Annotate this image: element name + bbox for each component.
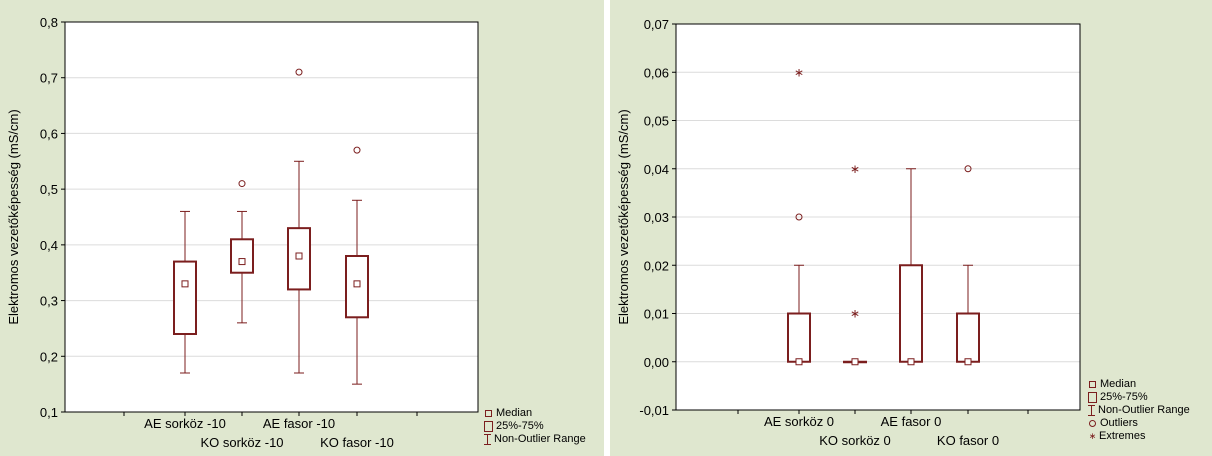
x-tick-label: AE fasor 0 <box>881 414 942 429</box>
outlier-icon <box>1089 419 1096 427</box>
y-axis-label: Elektromos vezetőképesség (mS/cm) <box>6 109 21 324</box>
y-tick-label: 0,00 <box>644 355 669 370</box>
legend-item: Non-Outlier Range <box>484 433 586 446</box>
legend-item: ∗ Extremes <box>1088 430 1190 443</box>
y-tick-label: 0,7 <box>40 71 58 86</box>
x-tick-label: KO sorköz 0 <box>819 433 891 448</box>
median-marker <box>295 252 303 260</box>
legend-label: Non-Outlier Range <box>494 433 586 445</box>
median-icon <box>485 409 492 417</box>
iqr-box <box>956 312 980 363</box>
plot-frame <box>64 21 479 413</box>
y-tick-label: 0,05 <box>644 114 669 129</box>
iqr-box <box>230 238 254 274</box>
chart-left-svg: 0,1 0,2 0,3 0,4 0,5 0,6 0,7 0,8 AE sorköz -10 KO … <box>6 15 479 450</box>
legend-item: Median <box>484 407 586 420</box>
whisker-icon <box>484 433 491 445</box>
legend-label: Median <box>496 407 533 419</box>
legend-label: Outliers <box>1100 417 1138 429</box>
legend-label: 25%-75% <box>1100 391 1148 403</box>
plot-area <box>65 22 478 412</box>
y-tick-label: 0,2 <box>40 349 58 364</box>
legend-item: 25%-75% <box>484 420 586 433</box>
outlier-point <box>795 213 803 221</box>
y-tick-label: -0,01 <box>639 403 669 418</box>
legend-label: 25%-75% <box>496 420 544 432</box>
outlier-point <box>295 68 303 76</box>
extreme-point: ∗ <box>850 307 860 321</box>
legend-label: Median <box>1100 378 1137 390</box>
x-tick-label: KO fasor 0 <box>937 433 999 448</box>
y-axis-label: Elektromos vezetőképesség (mS/cm) <box>616 109 631 324</box>
box-icon <box>484 420 493 432</box>
iqr-box <box>787 312 811 363</box>
y-tick-label: 0,01 <box>644 307 669 322</box>
legend-item: 25%-75% <box>1088 391 1190 404</box>
outlier-point <box>238 180 246 188</box>
y-tick-label: 0,8 <box>40 15 58 30</box>
median-marker <box>851 358 859 366</box>
x-tick-label: AE sorköz -10 <box>144 416 226 431</box>
extreme-point: ∗ <box>850 162 860 176</box>
y-tick-label: 0,02 <box>644 258 669 273</box>
extreme-icon: ∗ <box>1088 430 1097 441</box>
y-tick-label: 0,07 <box>644 17 669 32</box>
y-tick-label: 0,03 <box>644 210 669 225</box>
y-tick-label: 0,3 <box>40 294 58 309</box>
x-tick-label: AE sorköz 0 <box>764 414 834 429</box>
median-marker <box>907 358 915 366</box>
y-tick-label: 0,04 <box>644 162 669 177</box>
iqr-box <box>899 264 923 363</box>
legend-label: Non-Outlier Range <box>1098 404 1190 416</box>
legend-item: Non-Outlier Range <box>1088 404 1190 417</box>
median-marker <box>181 280 189 288</box>
x-tick-label: KO fasor -10 <box>320 435 394 450</box>
chart-panel-right: -0,01 0,00 0,01 0,02 0,03 0,04 0,05 0,06 0,07 AE … <box>610 0 1212 456</box>
legend-item: Median <box>1088 378 1190 391</box>
chart-panel-left: 0,1 0,2 0,3 0,4 0,5 0,6 0,7 0,8 AE sorköz -10 KO … <box>0 0 604 456</box>
median-marker <box>795 358 803 366</box>
x-tick-label: AE fasor -10 <box>263 416 335 431</box>
y-tick-label: 0,1 <box>40 405 58 420</box>
legend-right: Median 25%-75% Non-Outlier Range Outlier… <box>1088 378 1190 443</box>
y-tick-label: 0,6 <box>40 126 58 141</box>
y-tick-label: 0,06 <box>644 65 669 80</box>
whisker-icon <box>1088 404 1095 416</box>
legend-left: Median 25%-75% Non-Outlier Range <box>484 407 586 446</box>
iqr-box <box>173 260 197 336</box>
extreme-point: ∗ <box>794 65 804 79</box>
box-icon <box>1088 391 1097 403</box>
median-marker <box>353 280 361 288</box>
legend-item: Outliers <box>1088 417 1190 430</box>
y-tick-label: 0,4 <box>40 238 58 253</box>
median-marker <box>964 358 972 366</box>
chart-right-svg: -0,01 0,00 0,01 0,02 0,03 0,04 0,05 0,06 0,07 AE … <box>616 17 1081 448</box>
outlier-point <box>353 146 361 154</box>
median-icon <box>1089 380 1096 388</box>
median-marker <box>238 258 246 266</box>
outlier-point <box>964 165 972 173</box>
y-tick-label: 0,5 <box>40 182 58 197</box>
plot-frame <box>675 23 1081 411</box>
x-tick-label: KO sorköz -10 <box>200 435 283 450</box>
legend-label: Extremes <box>1099 430 1146 442</box>
